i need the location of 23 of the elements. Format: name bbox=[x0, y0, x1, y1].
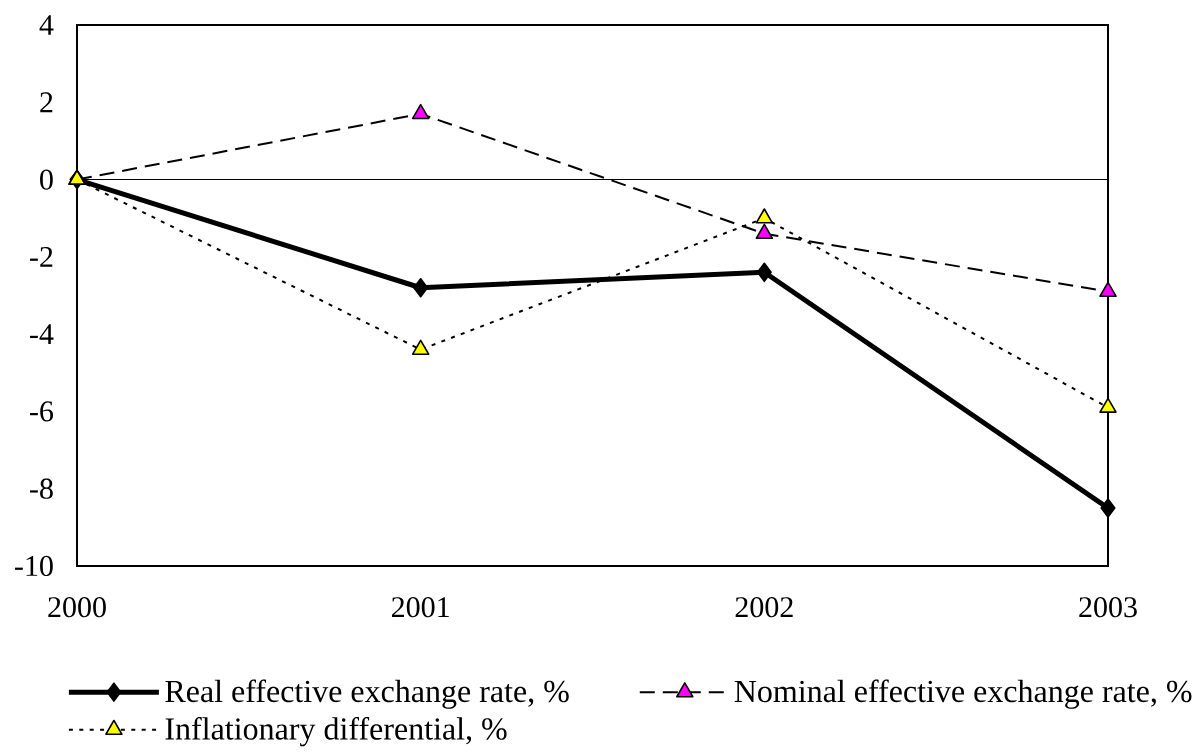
point bbox=[411, 339, 430, 355]
y-tick-label: 4 bbox=[39, 15, 54, 35]
point bbox=[1100, 498, 1116, 518]
point bbox=[1099, 397, 1117, 413]
y-tick-label: -8 bbox=[30, 478, 53, 499]
point bbox=[411, 103, 430, 120]
point bbox=[1099, 281, 1117, 298]
y-tick-label: -4 bbox=[30, 324, 54, 344]
y-tick-label: 2 bbox=[40, 92, 53, 113]
x-tick-label: 2003 bbox=[1079, 597, 1137, 618]
x-tick-label: 2002 bbox=[735, 597, 793, 618]
point bbox=[413, 277, 429, 298]
x-tick-label: 2000 bbox=[48, 597, 106, 618]
legend-label: Inflationary differential, % bbox=[165, 716, 507, 747]
point bbox=[755, 208, 774, 224]
point bbox=[755, 223, 774, 240]
y-tick-label: 0 bbox=[40, 169, 53, 190]
x-tick-label: 2001 bbox=[391, 597, 449, 618]
y-tick-label: -2 bbox=[30, 246, 53, 267]
legend-label: Nominal effective exchange rate, % bbox=[734, 679, 1192, 709]
legend-label: Real effective exchange rate, % bbox=[165, 679, 569, 709]
y-tick-label: -6 bbox=[30, 401, 54, 422]
y-tick-label: -10 bbox=[15, 555, 53, 577]
